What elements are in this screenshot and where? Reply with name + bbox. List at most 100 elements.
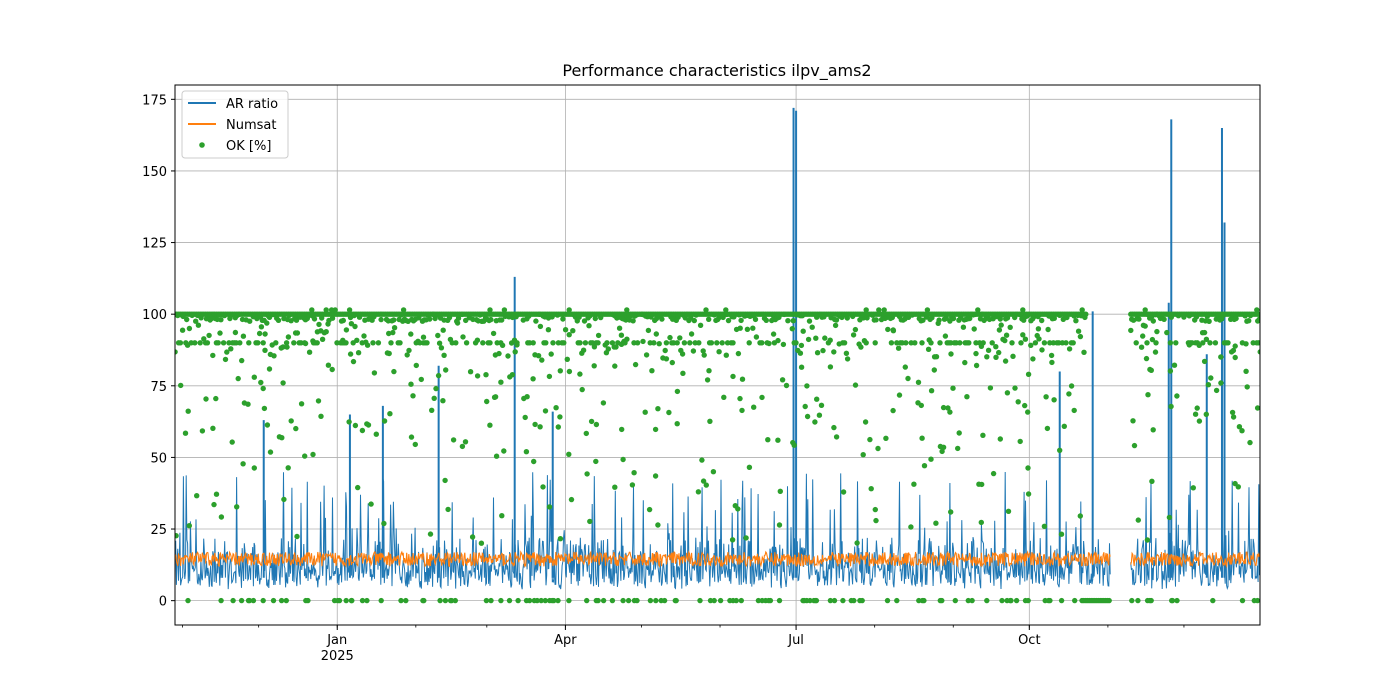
ok-percent-point <box>480 340 486 346</box>
ok-percent-point <box>1203 336 1210 342</box>
ok-percent-point <box>386 350 392 357</box>
ok-percent-point <box>831 349 837 355</box>
ok-percent-point <box>1018 340 1024 346</box>
ok-percent-point <box>661 597 668 604</box>
ok-percent-point <box>229 439 235 445</box>
ok-percent-point <box>780 341 787 348</box>
ok-percent-point <box>398 597 404 604</box>
ok-percent-point <box>875 445 881 452</box>
ok-percent-point <box>1243 341 1249 347</box>
x-tick-label: Jul <box>787 633 804 648</box>
ok-percent-point <box>371 370 378 376</box>
ok-percent-point <box>863 307 869 313</box>
ok-percent-point <box>1200 340 1206 346</box>
ok-percent-point <box>697 597 703 604</box>
ok-percent-point <box>275 317 282 323</box>
ok-percent-point <box>971 326 977 332</box>
ok-percent-point <box>577 371 583 377</box>
ok-percent-point <box>600 400 607 406</box>
ok-percent-point <box>667 334 673 341</box>
ok-percent-point <box>365 422 372 428</box>
ok-percent-point <box>1136 316 1142 322</box>
ok-percent-point <box>733 597 739 604</box>
ok-percent-point <box>987 385 994 391</box>
ok-percent-point <box>1167 368 1174 374</box>
ok-percent-point <box>283 340 290 346</box>
ok-percent-point <box>759 340 765 346</box>
ok-percent-point <box>1063 340 1069 346</box>
ok-percent-point <box>591 363 597 369</box>
ok-percent-point <box>1150 427 1156 433</box>
ok-percent-point <box>592 315 598 322</box>
ok-percent-point <box>273 340 279 346</box>
ok-percent-point <box>454 320 461 326</box>
ok-percent-point <box>185 408 191 414</box>
ok-percent-point <box>1247 439 1253 446</box>
ok-percent-point <box>1057 447 1063 453</box>
ok-percent-point <box>435 332 441 339</box>
ok-percent-point <box>566 368 573 375</box>
ok-percent-point <box>487 422 493 428</box>
ok-percent-point <box>831 424 837 431</box>
chart-title: Performance characteristics ilpv_ams2 <box>562 61 871 81</box>
ok-percent-point <box>921 597 927 604</box>
ok-percent-point <box>281 496 287 503</box>
ok-percent-point <box>206 332 212 339</box>
ok-percent-point <box>1047 597 1053 604</box>
ok-percent-point <box>1255 340 1260 346</box>
ok-percent-point <box>942 333 949 339</box>
ok-percent-point <box>186 325 193 332</box>
ok-percent-point <box>309 307 315 313</box>
ok-percent-point <box>310 451 316 458</box>
ok-percent-point <box>609 597 616 604</box>
ok-percent-point <box>1218 380 1224 386</box>
ok-percent-point <box>738 597 744 604</box>
ok-percent-point <box>587 518 593 525</box>
ok-percent-point <box>487 307 493 313</box>
ok-percent-point <box>921 463 928 469</box>
ok-percent-point <box>557 414 563 420</box>
ok-percent-point <box>979 481 985 488</box>
ok-percent-point <box>940 444 947 450</box>
ok-percent-point <box>674 340 680 346</box>
ok-percent-point <box>1051 315 1058 321</box>
ok-percent-point <box>391 368 397 375</box>
ok-percent-point <box>1017 438 1023 445</box>
ok-percent-point <box>378 597 384 604</box>
ok-percent-point <box>939 448 945 455</box>
ok-percent-point <box>1041 340 1048 346</box>
ok-percent-point <box>588 418 595 425</box>
ok-percent-point <box>1083 311 1089 317</box>
ok-percent-point <box>239 357 245 364</box>
ok-percent-point <box>618 332 625 338</box>
ok-percent-point <box>280 344 286 350</box>
ok-percent-point <box>945 405 951 411</box>
ok-percent-point <box>424 340 430 346</box>
ok-percent-point <box>336 597 343 604</box>
ok-percent-point <box>973 362 980 369</box>
ok-percent-point <box>997 436 1003 442</box>
ok-percent-point <box>570 328 576 334</box>
ok-percent-point <box>1144 537 1151 543</box>
ok-percent-point <box>270 597 277 604</box>
ok-percent-point <box>1020 332 1026 338</box>
ok-percent-point <box>735 506 741 512</box>
ok-percent-point <box>600 597 607 604</box>
ok-percent-point <box>717 597 724 604</box>
ok-percent-point <box>765 437 771 443</box>
ok-percent-point <box>763 317 769 323</box>
y-tick-label: 75 <box>150 380 167 395</box>
ok-percent-point <box>743 535 749 541</box>
ok-percent-point <box>759 394 765 401</box>
y-tick-label: 50 <box>150 451 167 466</box>
ok-percent-point <box>1058 597 1065 604</box>
ok-percent-point <box>255 340 261 346</box>
ok-percent-point <box>776 597 783 604</box>
ok-percent-point <box>595 597 601 604</box>
ok-percent-point <box>1129 597 1135 604</box>
ok-percent-point <box>681 340 688 346</box>
ok-percent-point <box>735 350 742 357</box>
ok-percent-point <box>388 340 394 346</box>
ok-percent-point <box>753 334 760 340</box>
ok-percent-point <box>490 330 497 337</box>
